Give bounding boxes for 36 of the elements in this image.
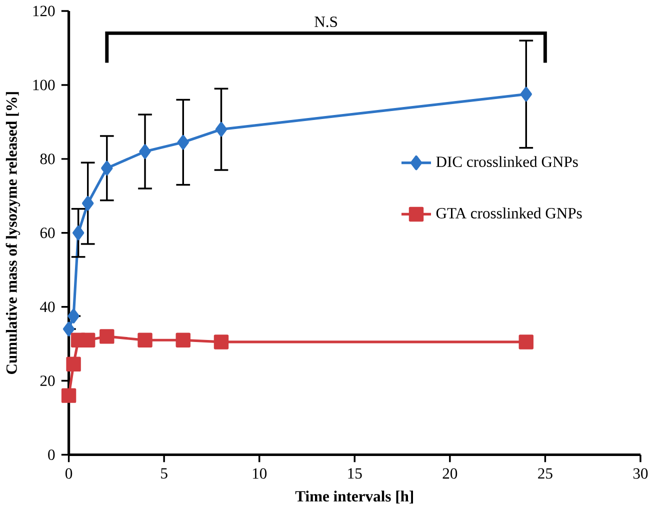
point: [138, 332, 152, 348]
y-tick-label: 60: [40, 227, 55, 238]
point: [100, 328, 114, 344]
legend-label: GTA crosslinked GNPs: [436, 207, 582, 218]
point: [520, 86, 532, 102]
x-tick-label: 5: [161, 468, 168, 478]
x-axis-title: Time intervals [h]: [295, 490, 413, 504]
point: [82, 196, 94, 211]
y-tick-label: 20: [40, 375, 55, 386]
y-tick-label: 100: [33, 80, 55, 90]
x-tick-label: 30: [633, 468, 648, 479]
point: [176, 332, 190, 348]
y-tick-label: 40: [40, 301, 55, 312]
y-tick-label: 80: [40, 154, 55, 164]
y-tick-label: 120: [33, 6, 55, 16]
legend-label: DIC crosslinked GNPs: [436, 156, 578, 167]
point: [66, 356, 81, 372]
x-tick-label: 0: [65, 468, 72, 479]
x-tick-label: 20: [442, 468, 458, 479]
y-tick-label: 0: [48, 449, 55, 460]
x-tick-label: 10: [252, 468, 267, 479]
x-tick-label: 25: [538, 468, 552, 479]
point: [101, 160, 113, 176]
annotation: N.S: [314, 16, 337, 27]
point: [68, 308, 80, 324]
point: [80, 332, 96, 348]
point: [72, 225, 84, 240]
point: [215, 122, 228, 137]
point: [139, 144, 151, 159]
point: [61, 388, 76, 403]
y-axis-title: Cumulative mass of lysozyme released [%]: [6, 92, 20, 374]
point: [62, 322, 75, 336]
point: [177, 134, 189, 150]
point: [214, 334, 229, 350]
point: [518, 334, 534, 350]
x-tick-label: 15: [348, 468, 362, 479]
